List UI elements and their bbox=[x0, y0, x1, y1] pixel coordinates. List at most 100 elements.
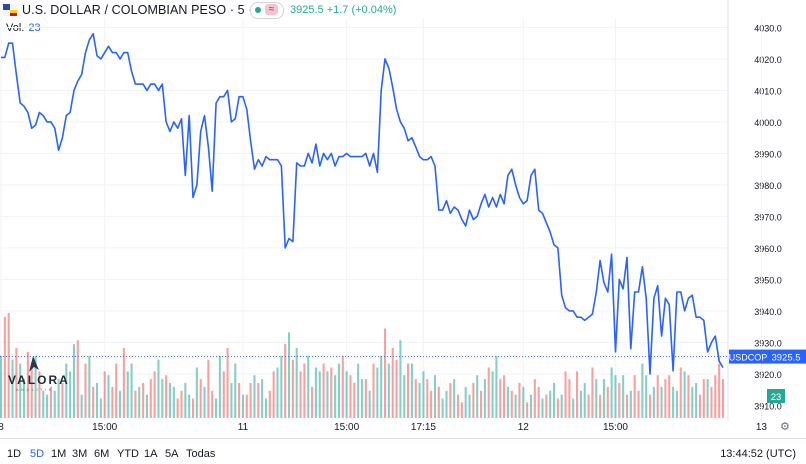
volume-bar bbox=[322, 363, 325, 418]
volume-bar bbox=[215, 398, 218, 418]
volume-bar bbox=[675, 390, 678, 418]
last-price-tag bbox=[767, 349, 806, 364]
volume-bar bbox=[468, 394, 471, 418]
volume-bar bbox=[287, 332, 291, 418]
symbol-tag-label: USDCOP bbox=[729, 353, 768, 363]
volume-bar bbox=[15, 348, 18, 418]
volume-bar bbox=[245, 394, 248, 418]
volume-bar bbox=[80, 394, 83, 418]
volume-bar bbox=[587, 394, 590, 418]
gear-icon[interactable]: ⚙ bbox=[780, 421, 790, 433]
chart-header: U.S. DOLLAR / COLOMBIAN PESO · 5 · ICE ≈… bbox=[0, 0, 740, 20]
volume-bar bbox=[76, 340, 79, 418]
volume-bar bbox=[103, 371, 106, 418]
volume-bar bbox=[234, 363, 237, 418]
y-tick-label: 3950.0 bbox=[754, 275, 782, 285]
volume-bar bbox=[257, 383, 260, 418]
volume-bar bbox=[430, 390, 433, 418]
volume-bar bbox=[625, 394, 629, 418]
y-tick-label: 3920.0 bbox=[754, 370, 782, 380]
volume-bar bbox=[268, 390, 271, 418]
volume-bar bbox=[26, 351, 29, 418]
volume-bar bbox=[510, 390, 513, 418]
volume-bar bbox=[599, 394, 602, 418]
volume-bar bbox=[153, 371, 156, 418]
volume-bar bbox=[672, 386, 675, 418]
volume-bar bbox=[226, 348, 229, 418]
volume-bar bbox=[345, 371, 348, 418]
volume-bar bbox=[522, 386, 525, 418]
volume-bar bbox=[253, 375, 256, 418]
timeframe-6m[interactable]: 6M bbox=[94, 448, 110, 460]
timeframe-5d[interactable]: 5D bbox=[30, 448, 45, 460]
volume-bar bbox=[721, 379, 725, 418]
utc-clock[interactable]: 13:44:52 (UTC) bbox=[720, 448, 796, 460]
volume-bar bbox=[487, 367, 490, 418]
volume-bar bbox=[518, 383, 521, 418]
volume-bar bbox=[261, 379, 264, 418]
timeframe-5a[interactable]: 5A bbox=[165, 448, 179, 460]
timeframe-3m[interactable]: 3M bbox=[72, 448, 88, 460]
volume-bar bbox=[691, 386, 694, 418]
volume-bar bbox=[30, 363, 33, 418]
volume-bar bbox=[533, 379, 536, 418]
y-tick-label: 3970.0 bbox=[754, 212, 782, 222]
volume-bar bbox=[445, 390, 448, 418]
volume-bar bbox=[529, 394, 533, 418]
volume-bar bbox=[387, 363, 390, 418]
timeframe-ytd[interactable]: YTD bbox=[117, 448, 139, 460]
price-quote: 3925.5 +1.7 (+0.04%) bbox=[290, 4, 397, 16]
volume-bar bbox=[188, 394, 191, 418]
volume-bar bbox=[95, 383, 99, 418]
price-chart[interactable]: 3910.0 3920.0 3930.0 3940.0 3950.0 3960.0 3970… bbox=[0, 0, 806, 438]
volume-bar bbox=[168, 383, 172, 418]
volume-bar bbox=[88, 355, 91, 418]
volume-bar bbox=[679, 367, 682, 418]
volume-legend[interactable]: Vol. 23 bbox=[6, 22, 41, 34]
volume-bar bbox=[637, 390, 640, 418]
volume-bar bbox=[664, 379, 667, 418]
volume-bar bbox=[230, 383, 233, 418]
timeframe-all[interactable]: Todas bbox=[186, 448, 216, 460]
symbol-title[interactable]: U.S. DOLLAR / COLOMBIAN PESO · 5 · ICE bbox=[22, 3, 278, 17]
timeframe-1m[interactable]: 1M bbox=[51, 448, 67, 460]
volume-label: Vol. bbox=[6, 22, 25, 34]
volume-bar bbox=[514, 394, 517, 418]
volume-bar bbox=[130, 363, 133, 418]
timeframe-1d[interactable]: 1D bbox=[7, 448, 22, 460]
volume-bar bbox=[610, 367, 613, 418]
volume-bar bbox=[645, 375, 648, 418]
volume-bar bbox=[337, 363, 341, 418]
volume-bar bbox=[706, 379, 709, 418]
volume-bar bbox=[687, 375, 690, 418]
volume-bar bbox=[376, 367, 379, 418]
volume-bar bbox=[422, 371, 425, 418]
volume-bar bbox=[418, 383, 421, 418]
volume-bar bbox=[122, 348, 125, 418]
volume-bar bbox=[165, 375, 168, 418]
volume-bar bbox=[303, 363, 306, 418]
last-volume-label: 23 bbox=[771, 392, 782, 403]
volume-bar bbox=[549, 390, 552, 418]
volume-value: 23 bbox=[28, 22, 41, 34]
volume-bar bbox=[576, 371, 579, 418]
volume-bar bbox=[453, 379, 456, 418]
volume-bar bbox=[149, 379, 152, 418]
flag-icon bbox=[3, 4, 17, 16]
volume-bar bbox=[464, 386, 467, 418]
volume-bar bbox=[180, 390, 183, 418]
volume-bar bbox=[92, 386, 95, 418]
logo-subtitle: ANALITIK bbox=[16, 387, 54, 392]
volume-bar bbox=[698, 394, 702, 418]
x-tick-label: 15:00 bbox=[603, 422, 628, 433]
timeframe-1a[interactable]: 1A bbox=[144, 448, 158, 460]
volume-bar bbox=[334, 375, 337, 418]
y-tick-label: 3990.0 bbox=[754, 149, 782, 159]
volume-bar bbox=[272, 371, 275, 418]
volume-bar bbox=[537, 386, 540, 418]
y-tick-label: 3910.0 bbox=[754, 401, 782, 411]
volume-bar bbox=[157, 359, 160, 418]
volume-bar bbox=[326, 371, 329, 418]
volume-bar bbox=[506, 386, 509, 418]
volume-bar bbox=[314, 367, 317, 418]
